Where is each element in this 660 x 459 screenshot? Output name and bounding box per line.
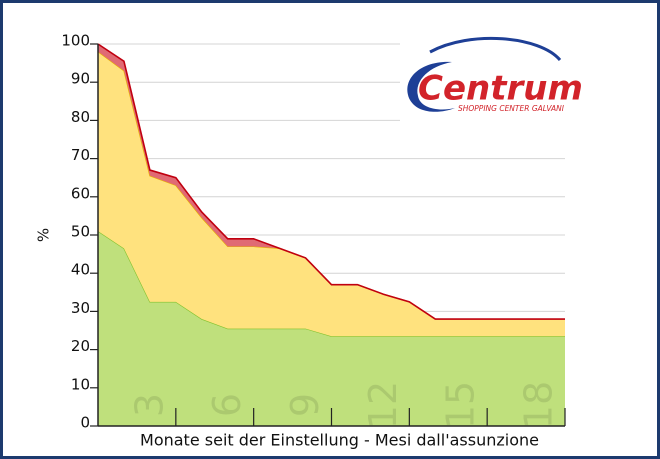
y-tick-label: 20 xyxy=(71,337,90,355)
y-tick-label: 40 xyxy=(71,261,90,279)
x-tick-label: 9 xyxy=(283,393,327,417)
y-tick-label: 30 xyxy=(71,299,90,317)
plot: 3 6 9 12 15 18 0 10 20 30 40 50 60 70 80 90 100 Monate se… xyxy=(35,32,566,450)
y-tick-label: 0 xyxy=(80,414,90,432)
area xyxy=(98,51,565,337)
y-tick-label: 80 xyxy=(71,108,90,126)
y-tick-label: 50 xyxy=(71,223,90,241)
y-tick-label: 90 xyxy=(71,70,90,88)
x-axis-label: Monate seit der Einstellung - Mesi dall'… xyxy=(140,431,539,450)
logo-name: Centrum xyxy=(418,69,583,109)
logo-swoosh xyxy=(407,61,455,112)
x-tick-label: 12 xyxy=(361,381,405,429)
x-tick-label: 6 xyxy=(205,393,249,417)
x-tick-label: 3 xyxy=(127,393,171,417)
y-tick-label: 10 xyxy=(71,375,90,393)
y-tick-label: 70 xyxy=(71,146,90,164)
x-tick-label: 18 xyxy=(517,381,561,429)
y-tick-label: 100 xyxy=(61,32,90,50)
x-tick-label: 15 xyxy=(439,381,483,429)
y-axis-label: % xyxy=(35,228,53,242)
logo-arc xyxy=(429,36,562,62)
y-tick-label: 60 xyxy=(71,184,90,202)
area xyxy=(98,231,565,426)
series-line xyxy=(97,43,565,320)
logo-tagline: SHOPPING CENTER GALVANI xyxy=(458,104,565,113)
logo: Centrum SHOPPING CENTER GALVANI xyxy=(400,30,583,125)
